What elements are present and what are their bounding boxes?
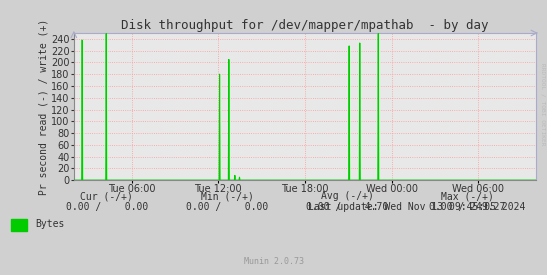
Text: Avg (-/+): Avg (-/+) (321, 191, 374, 201)
Text: RRDTOOL / TOBI OETIKER: RRDTOOL / TOBI OETIKER (540, 63, 546, 146)
Text: Bytes: Bytes (36, 219, 65, 229)
Text: Munin 2.0.73: Munin 2.0.73 (243, 257, 304, 266)
Text: Min (-/+): Min (-/+) (201, 191, 253, 201)
Y-axis label: Pr second read (-) / write (+): Pr second read (-) / write (+) (38, 18, 48, 195)
Text: Last update: Wed Nov 13 09:45:05 2024: Last update: Wed Nov 13 09:45:05 2024 (308, 202, 525, 212)
Text: Max (-/+): Max (-/+) (441, 191, 494, 201)
Text: 0.00 /    0.00: 0.00 / 0.00 (186, 202, 268, 212)
Text: 0.00 /    4.70: 0.00 / 4.70 (306, 202, 388, 212)
Text: 0.00 / 249.27: 0.00 / 249.27 (429, 202, 506, 212)
Text: Cur (-/+): Cur (-/+) (80, 191, 133, 201)
Text: 0.00 /    0.00: 0.00 / 0.00 (66, 202, 148, 212)
Title: Disk throughput for /dev/mapper/mpathab  - by day: Disk throughput for /dev/mapper/mpathab … (121, 19, 488, 32)
